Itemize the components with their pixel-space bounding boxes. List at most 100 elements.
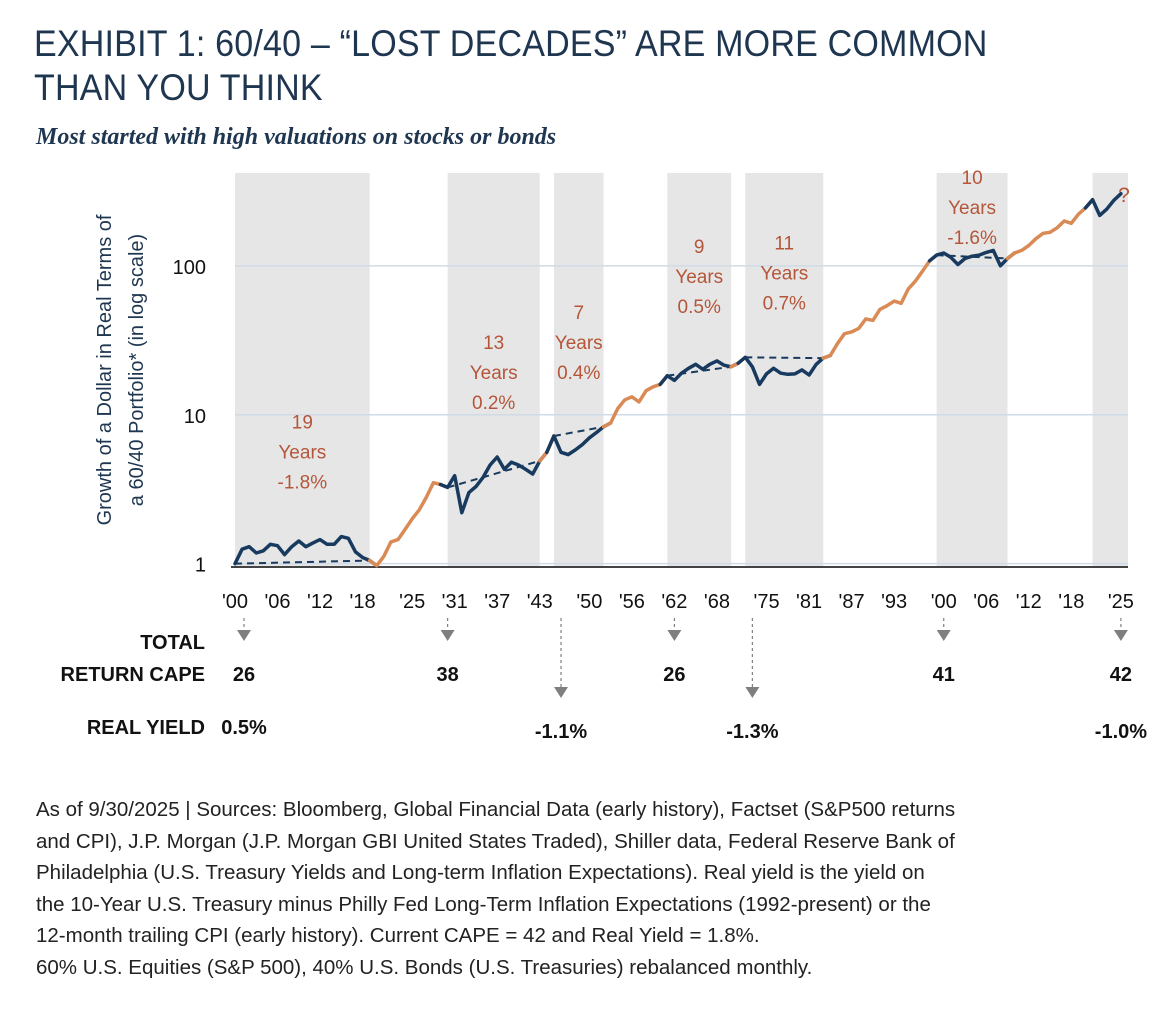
y-tick-label: 10 [184,406,206,428]
lost-decade-band [553,173,604,567]
x-tick-label: '50 [576,591,602,613]
x-tick-label: '43 [527,591,553,613]
real-yield-arrow-head [745,687,760,698]
lost-decade-series-line [233,534,379,568]
cape-arrow-head [936,630,951,641]
x-tick-label: '31 [442,591,468,613]
x-tick-label: '12 [1016,591,1042,613]
annotation-years-count: 9 [694,237,705,258]
y-tick-label: 1 [195,555,206,577]
exhibit-subtitle: Most started with high valuations on sto… [36,124,557,150]
lost-decade-band [447,173,540,567]
cape-arrow-head [237,630,251,641]
cape-row-label: TOTAL [140,632,205,654]
x-tick-label: '06 [973,591,999,613]
note-line: As of 9/30/2025 | Sources: Bloomberg, Gl… [36,798,956,821]
trend-dashed-line [745,356,824,360]
annotation-return: 0.5% [678,297,721,318]
real-yield-row-label: REAL YIELD [87,717,205,739]
lost-decade-series-line [1083,191,1123,218]
lost-decade-band [1092,173,1128,567]
annotation-years-word: Years [675,267,723,288]
lost-decade-band [235,173,370,567]
annotation-years-word: Years [760,263,808,284]
y-axis-title: Growth of a Dollar in Real Terms of [94,214,116,525]
annotation-years-word: Years [278,443,326,464]
x-tick-label: '93 [881,591,907,613]
annotation-years-count: 11 [774,233,794,254]
annotation-years-count: 7 [573,303,584,324]
annotation-return: -1.8% [278,473,328,494]
note-line: the 10-Year U.S. Treasury minus Philly F… [36,892,931,916]
y-tick-label: 100 [173,257,206,279]
annotation-years-count: 10 [962,168,983,189]
cape-arrow-head [1113,630,1128,641]
x-tick-label: '25 [399,591,425,613]
x-tick-label: '25 [1108,591,1134,613]
note-line: 60% U.S. Equities (S&P 500), 40% U.S. Bo… [36,955,813,979]
x-tick-label: '81 [796,591,822,613]
x-tick-label: '62 [661,591,687,613]
cape-value: 38 [436,664,458,686]
cape-value: 26 [663,664,685,686]
cape-value: 26 [233,664,255,686]
annotation-years-count: 19 [292,413,313,434]
lost-decade-series-line [438,450,549,515]
real-yield-value: -1.1% [535,721,587,743]
note-line: 12-month trailing CPI (early history). C… [36,924,760,947]
lost-decade-series-line [545,421,613,457]
trend-dashed-line [234,559,370,565]
title-line-1: EXHIBIT 1: 60/40 – “LOST DECADES” ARE MO… [34,23,988,64]
annotation-return: 0.2% [472,393,515,414]
annotation-years-word: Years [555,333,603,354]
x-tick-label: '18 [1058,591,1084,613]
real-yield-arrow-head [554,687,569,698]
y-axis-title: a 60/40 Portfolio* (in log scale) [126,234,148,506]
real-yield-value: -1.3% [726,721,778,743]
lost-decade-band [936,173,1008,567]
x-tick-label: '37 [484,591,510,613]
x-tick-label: '18 [350,591,376,613]
annotation-return: 0.4% [557,363,600,384]
real-yield-value: -1.0% [1095,721,1147,743]
real-yield-value: 0.5% [221,717,267,739]
annotation-years-word: Years [948,198,996,219]
x-tick-label: '87 [839,591,865,613]
trend-dashed-line [553,425,604,437]
source-note: As of 9/30/2025 | Sources: Bloomberg, Gl… [36,794,1136,983]
note-line: Philadelphia (U.S. Treasury Yields and L… [36,861,925,884]
lost-decade-series-line [736,353,833,387]
x-tick-label: '00 [931,591,957,613]
x-tick-label: '75 [754,591,780,613]
x-tick-label: '00 [222,591,248,613]
cape-arrow-head [667,630,682,641]
lost-decade-band [667,173,732,567]
x-tick-label: '12 [307,591,333,613]
cape-arrow-head [440,630,455,641]
cape-value: 41 [933,664,955,686]
annotation-years-word: Years [470,363,518,384]
lost-decade-band [745,173,824,567]
trend-dashed-line [667,365,732,377]
note-line: and CPI), J.P. Morgan (J.P. Morgan GBI U… [36,829,955,853]
lost-decade-series-line [927,248,1017,268]
x-tick-label: '56 [619,591,645,613]
trend-dashed-line [447,459,541,489]
annotation-years-count: 13 [483,333,504,354]
x-tick-label: '06 [264,591,290,613]
exhibit-title: EXHIBIT 1: 60/40 – “LOST DECADES” ARE MO… [34,22,1037,110]
annotation-question: ? [1118,184,1130,207]
cape-row-label: RETURN CAPE [61,664,205,686]
x-tick-label: '68 [704,591,730,613]
title-line-2: THAN YOU THINK [34,67,323,108]
lost-decade-series-line [658,359,740,387]
cape-value: 42 [1110,664,1132,686]
annotation-return: 0.7% [763,293,806,314]
annotation-return: -1.6% [947,228,997,249]
growth-series-line [1005,197,1095,261]
growth-series-line [367,480,450,568]
growth-series-line [601,373,670,429]
growth-chart: 1 10 100 Growth of a Dollar in Real Terms o… [61,168,1148,743]
growth-series-line [821,253,939,360]
